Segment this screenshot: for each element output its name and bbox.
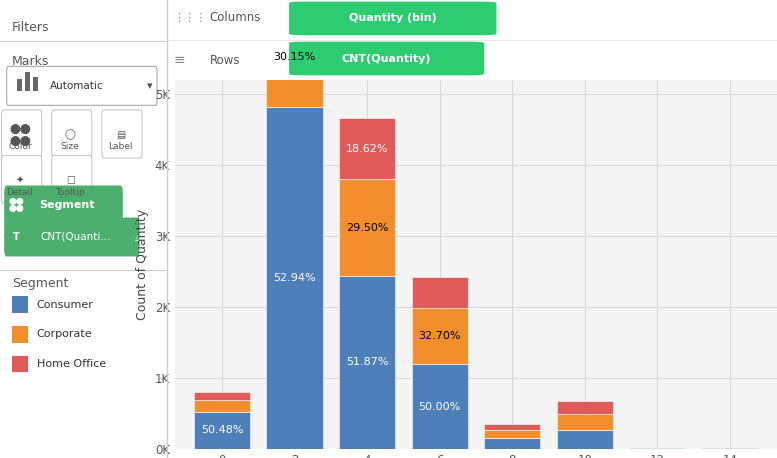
Text: Tooltip: Tooltip	[55, 188, 85, 197]
FancyBboxPatch shape	[52, 110, 92, 158]
Text: Quantity (bin): Quantity (bin)	[349, 13, 437, 22]
FancyBboxPatch shape	[289, 2, 497, 35]
Text: 29.50%: 29.50%	[346, 223, 388, 233]
Bar	[17, 79, 22, 91]
Bar	[556, 401, 613, 414]
Text: 52.94%: 52.94%	[274, 273, 315, 283]
Bar	[33, 77, 38, 91]
Text: Home Office: Home Office	[37, 359, 106, 369]
Text: Segment: Segment	[39, 200, 95, 210]
Bar	[339, 276, 395, 449]
FancyBboxPatch shape	[4, 185, 123, 224]
Text: Marks: Marks	[12, 55, 49, 68]
Text: Rows: Rows	[210, 54, 240, 66]
Text: T: T	[13, 232, 20, 242]
Text: Columns: Columns	[210, 11, 261, 24]
Text: 30.15%: 30.15%	[274, 53, 315, 62]
Bar	[702, 448, 758, 449]
Bar	[339, 180, 395, 276]
Text: Color: Color	[9, 142, 32, 151]
Text: ◯: ◯	[64, 130, 75, 140]
Text: 18.62%: 18.62%	[346, 143, 388, 153]
Text: ⬤⬤
⬤⬤: ⬤⬤ ⬤⬤	[9, 124, 31, 146]
Text: ✦: ✦	[16, 176, 24, 186]
FancyBboxPatch shape	[2, 110, 42, 158]
FancyBboxPatch shape	[289, 42, 484, 76]
Text: Segment: Segment	[12, 277, 68, 290]
Y-axis label: Count of Quantity: Count of Quantity	[136, 209, 149, 320]
Text: 32.70%: 32.70%	[418, 332, 461, 342]
Text: Corporate: Corporate	[37, 329, 92, 339]
Bar	[194, 400, 250, 412]
Text: Automatic: Automatic	[50, 81, 104, 91]
Bar	[412, 365, 468, 449]
Text: ▤: ▤	[116, 130, 125, 140]
Bar	[267, 0, 322, 8]
FancyBboxPatch shape	[12, 296, 29, 313]
Text: CNT(Quanti...: CNT(Quanti...	[40, 232, 110, 242]
Bar	[484, 431, 540, 438]
Bar	[25, 72, 30, 91]
Text: ☐: ☐	[66, 176, 75, 186]
Bar	[194, 392, 250, 400]
Text: CNT(Quantity): CNT(Quantity)	[342, 54, 431, 64]
Text: Detail: Detail	[7, 188, 33, 197]
Text: Size: Size	[61, 142, 79, 151]
Bar	[339, 118, 395, 180]
Bar	[556, 430, 613, 449]
Bar	[267, 107, 322, 449]
FancyBboxPatch shape	[2, 156, 42, 204]
Text: ≡: ≡	[173, 53, 185, 67]
Bar	[412, 308, 468, 365]
Text: 50.48%: 50.48%	[200, 425, 243, 436]
Bar	[194, 412, 250, 449]
FancyBboxPatch shape	[52, 156, 92, 204]
Text: ⬤⬤
⬤⬤: ⬤⬤ ⬤⬤	[9, 198, 25, 212]
Bar	[556, 414, 613, 430]
FancyBboxPatch shape	[102, 110, 142, 158]
Text: 50.00%: 50.00%	[419, 402, 461, 412]
FancyBboxPatch shape	[12, 326, 29, 343]
Text: Label: Label	[108, 142, 133, 151]
Bar	[484, 438, 540, 449]
Text: Filters: Filters	[12, 21, 49, 33]
Text: ▾: ▾	[147, 81, 152, 91]
FancyBboxPatch shape	[4, 218, 140, 256]
Text: Consumer: Consumer	[37, 300, 93, 310]
Bar	[412, 277, 468, 308]
Bar	[484, 425, 540, 431]
Text: △: △	[135, 232, 142, 242]
FancyBboxPatch shape	[7, 66, 157, 105]
Text: 51.87%: 51.87%	[346, 357, 388, 367]
Text: ⋮⋮⋮: ⋮⋮⋮	[173, 13, 207, 22]
FancyBboxPatch shape	[12, 356, 29, 372]
Bar	[267, 8, 322, 107]
